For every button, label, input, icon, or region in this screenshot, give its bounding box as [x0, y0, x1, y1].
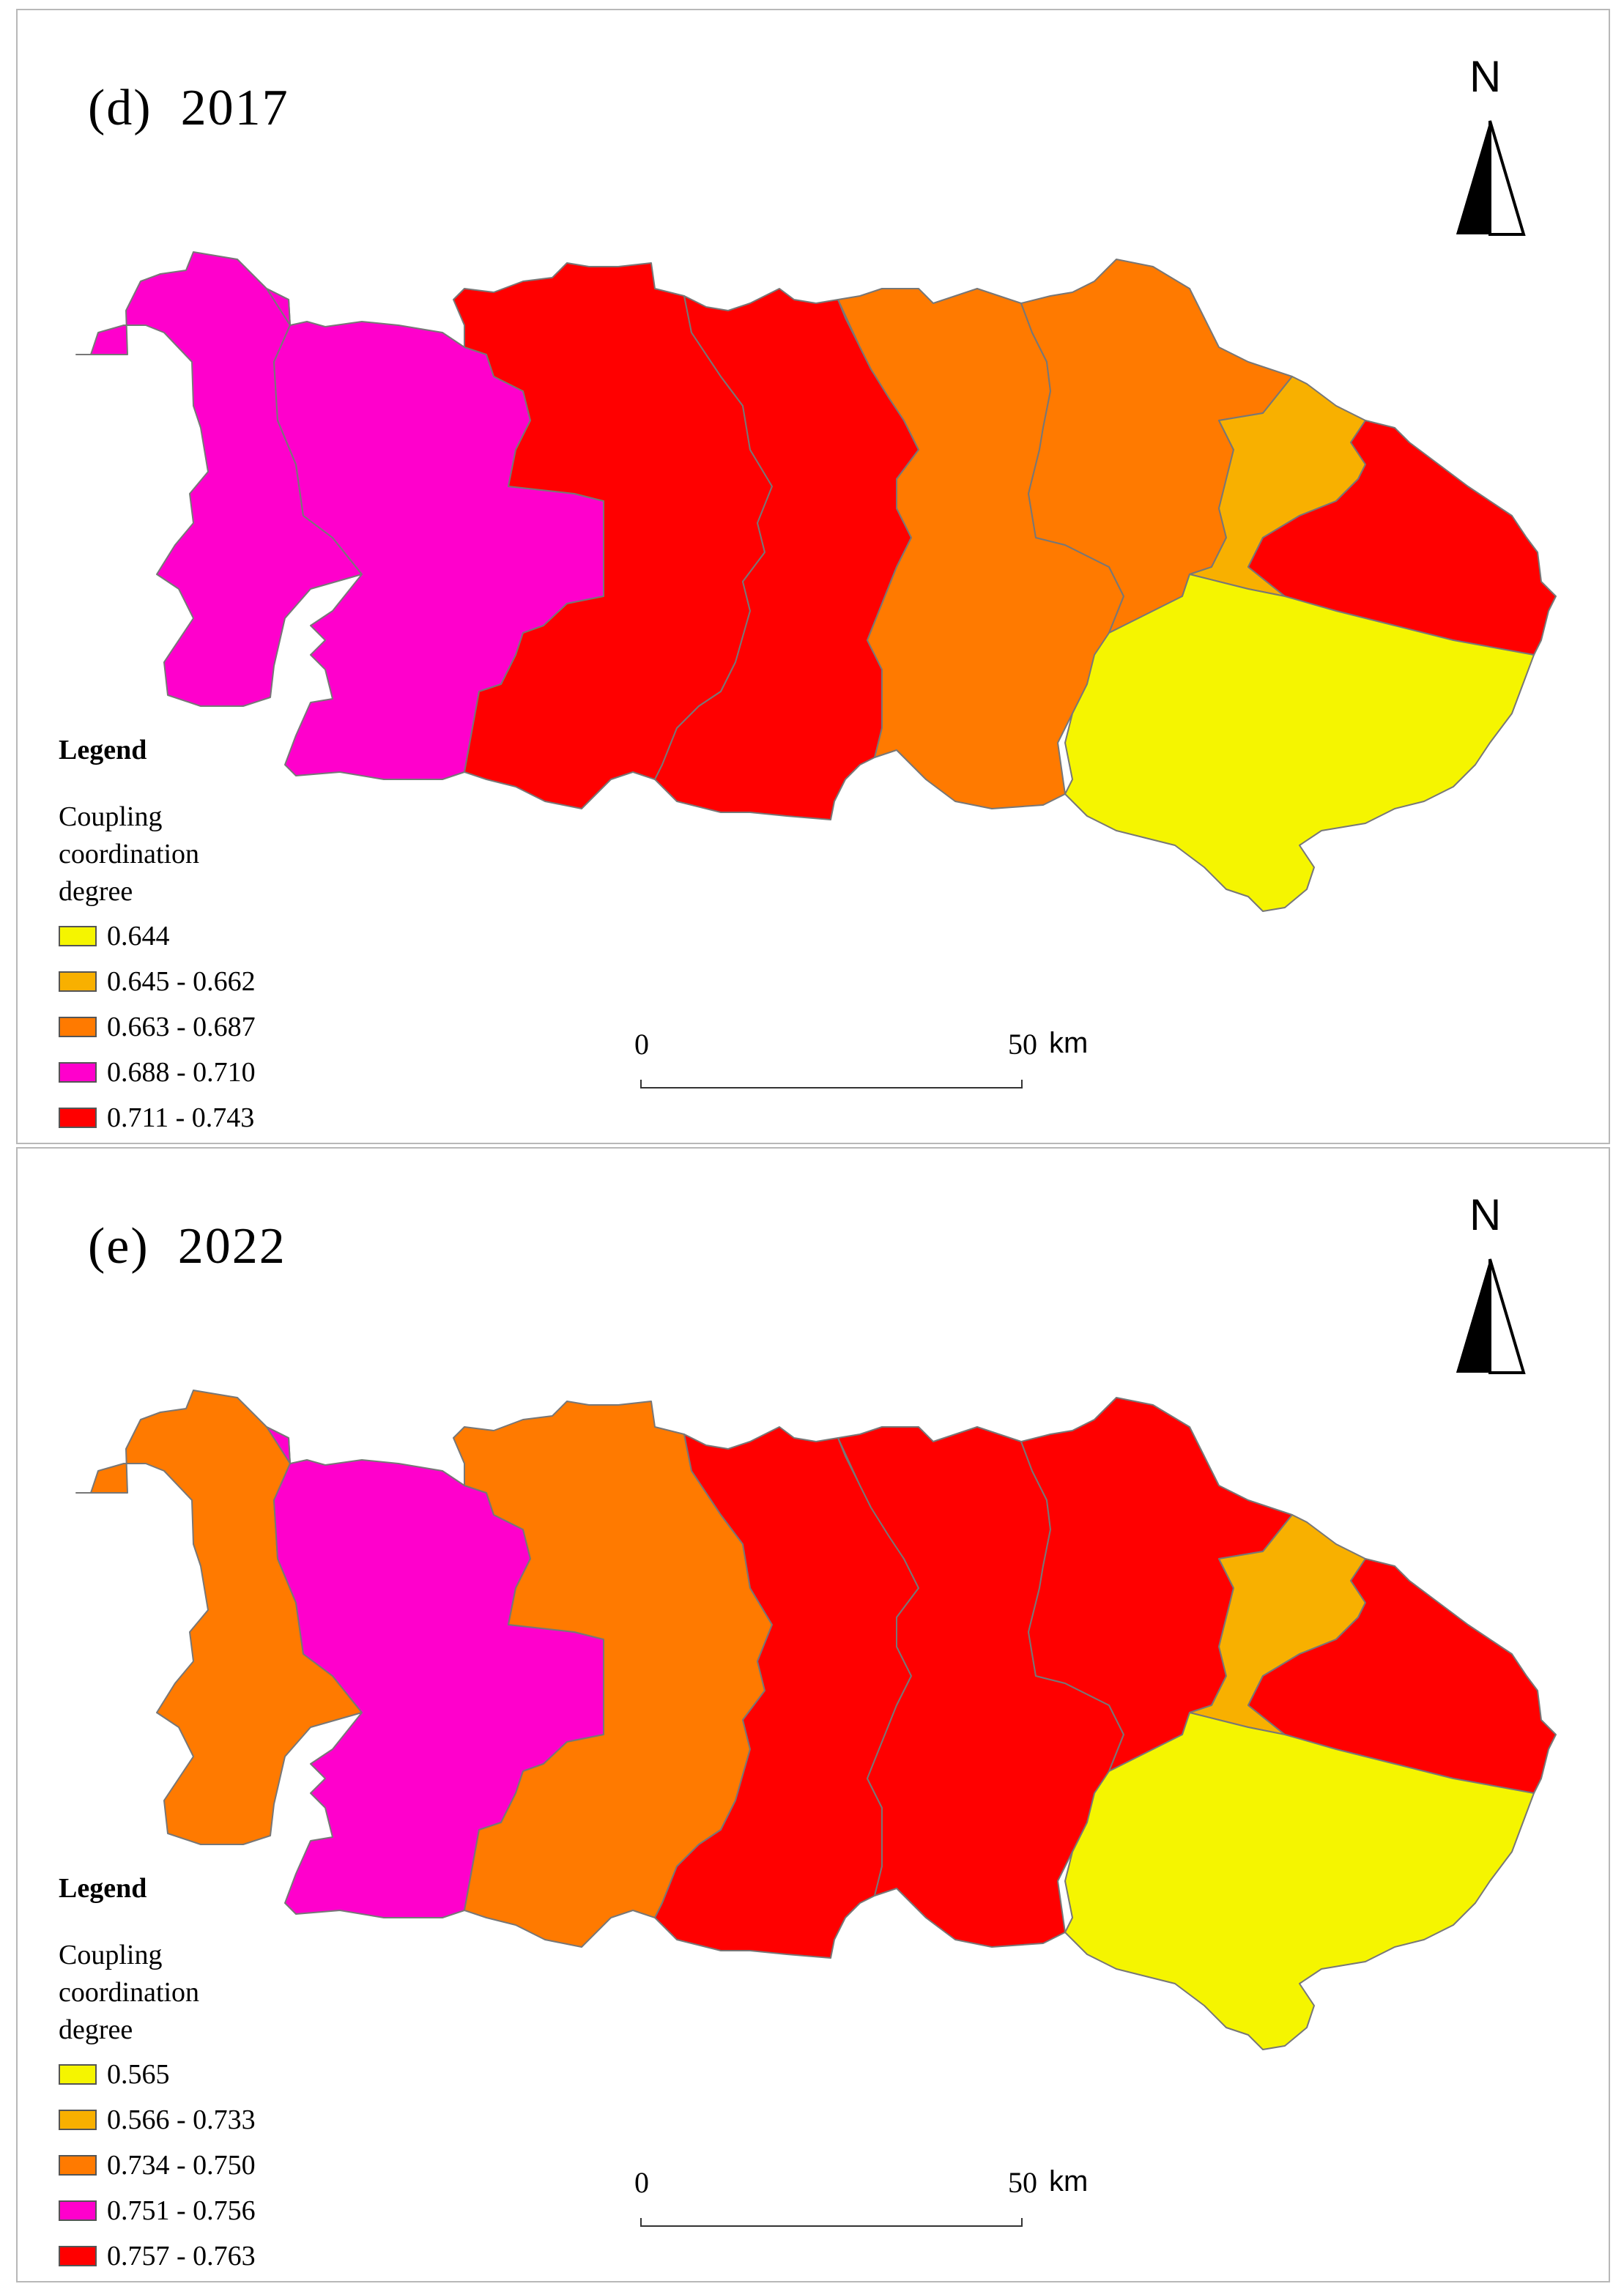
legend-item: 0.645 - 0.662: [59, 959, 366, 1004]
scale-line: [640, 1080, 1023, 1088]
legend: Legend Coupling coordination degree 0.56…: [59, 1872, 366, 2279]
region-9[interactable]: [1064, 574, 1535, 912]
scale-start: 0: [634, 2166, 649, 2199]
scale-unit: km: [1049, 1027, 1089, 1059]
legend: Legend Coupling coordination degree 0.64…: [59, 734, 366, 1141]
legend-item: 0.757 - 0.763: [59, 2233, 366, 2279]
legend-heading: Legend: [59, 1873, 147, 1904]
legend-label: 0.566 - 0.733: [107, 2104, 256, 2135]
legend-item: 0.663 - 0.687: [59, 1004, 366, 1050]
legend-swatch: [59, 2155, 97, 2176]
choropleth-map: [75, 251, 1557, 912]
region-1[interactable]: [75, 1390, 363, 1845]
legend-item: 0.644: [59, 913, 366, 959]
legend-swatch: [59, 1062, 97, 1083]
choropleth-map: [75, 1390, 1557, 2050]
legend-swatch: [59, 2200, 97, 2221]
north-label: N: [1469, 1190, 1502, 1239]
legend-item: 0.565: [59, 2052, 366, 2097]
scale-end: 50: [1008, 1028, 1037, 1061]
legend-label: 0.711 - 0.743: [107, 1102, 255, 1133]
legend-swatch: [59, 926, 97, 946]
legend-item: 0.688 - 0.710: [59, 1050, 366, 1095]
legend-item: 0.751 - 0.756: [59, 2188, 366, 2233]
panel-title: (e) 2022: [88, 1218, 286, 1275]
region-9[interactable]: [1064, 1712, 1535, 2050]
scale-unit: km: [1049, 2165, 1089, 2198]
scale-start: 0: [634, 1028, 649, 1061]
legend-swatch: [59, 971, 97, 992]
scale-bar: 0 50 km: [618, 1027, 1088, 1093]
legend-label: 0.757 - 0.763: [107, 2241, 256, 2271]
north-arrow-icon: N: [1439, 1190, 1541, 1380]
scale-line: [640, 2218, 1023, 2227]
north-arrow-icon: N: [1439, 51, 1541, 242]
map-panel-2017: (d) 2017 N Legend Coupling coordination …: [16, 9, 1610, 1144]
legend-swatch: [59, 1108, 97, 1128]
legend-heading: Legend: [59, 735, 147, 765]
legend-subtitle: Coupling coordination degree: [59, 801, 200, 907]
legend-item: 0.734 - 0.750: [59, 2143, 366, 2188]
panel-title: (d) 2017: [88, 80, 289, 136]
legend-label: 0.688 - 0.710: [107, 1057, 256, 1088]
scale-bar: 0 50 km: [618, 2165, 1088, 2231]
legend-swatch: [59, 2064, 97, 2085]
legend-subtitle: Coupling coordination degree: [59, 1940, 200, 2045]
region-1[interactable]: [75, 251, 363, 707]
legend-swatch: [59, 1017, 97, 1037]
legend-label: 0.734 - 0.750: [107, 2150, 256, 2181]
north-label: N: [1469, 52, 1502, 101]
legend-swatch: [59, 2110, 97, 2130]
legend-label: 0.644: [107, 921, 170, 952]
map-panel-2022: (e) 2022 N Legend Coupling coordination …: [16, 1147, 1610, 2282]
legend-label: 0.751 - 0.756: [107, 2195, 256, 2226]
legend-label: 0.663 - 0.687: [107, 1012, 256, 1042]
legend-label: 0.565: [107, 2059, 170, 2090]
legend-label: 0.645 - 0.662: [107, 966, 256, 997]
legend-item: 0.566 - 0.733: [59, 2097, 366, 2143]
legend-swatch: [59, 2246, 97, 2266]
scale-end: 50: [1008, 2166, 1037, 2199]
legend-item: 0.711 - 0.743: [59, 1095, 366, 1141]
